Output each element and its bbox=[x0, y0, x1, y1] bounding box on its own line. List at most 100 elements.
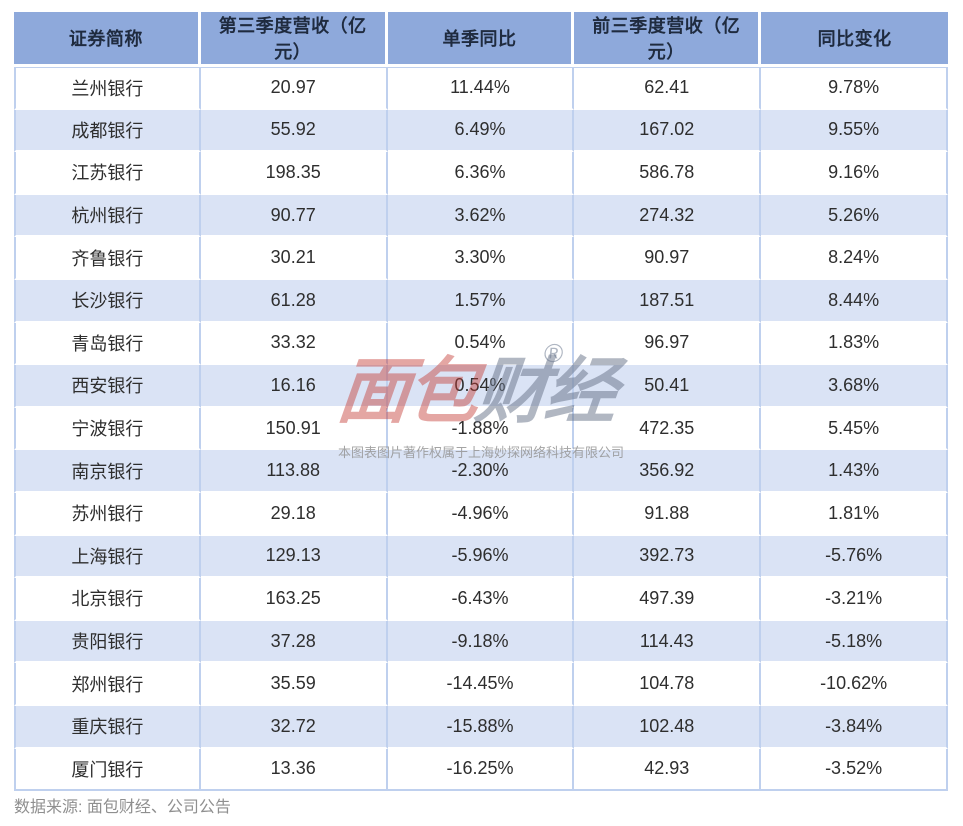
cell-ytd_yoy: 3.68% bbox=[761, 365, 948, 408]
cell-ytd_revenue: 167.02 bbox=[574, 109, 762, 153]
cell-ytd_revenue: 274.32 bbox=[574, 194, 762, 238]
cell-name: 兰州银行 bbox=[14, 67, 201, 110]
cell-name: 成都银行 bbox=[14, 109, 201, 153]
cell-ytd_yoy: 9.16% bbox=[761, 152, 948, 195]
cell-ytd_revenue: 96.97 bbox=[574, 322, 762, 366]
cell-q3_revenue: 90.77 bbox=[200, 194, 388, 238]
cell-ytd_revenue: 392.73 bbox=[574, 535, 762, 579]
cell-q3_yoy: -6.43% bbox=[387, 578, 575, 621]
cell-ytd_revenue: 50.41 bbox=[574, 365, 762, 408]
cell-q3_yoy: -4.96% bbox=[387, 492, 575, 536]
cell-q3_revenue: 16.16 bbox=[200, 365, 388, 408]
table-row: 长沙银行 61.28 1.57% 187.51 8.44% bbox=[14, 279, 948, 323]
cell-ytd_yoy: 1.43% bbox=[761, 450, 948, 493]
cell-ytd_revenue: 114.43 bbox=[574, 620, 762, 664]
cell-name: 西安银行 bbox=[14, 365, 201, 408]
cell-q3_revenue: 163.25 bbox=[200, 578, 388, 621]
cell-q3_revenue: 30.21 bbox=[200, 237, 388, 280]
cell-ytd_yoy: 9.78% bbox=[761, 67, 948, 110]
cell-q3_revenue: 129.13 bbox=[200, 535, 388, 579]
cell-q3_yoy: 0.54% bbox=[387, 322, 575, 366]
cell-ytd_yoy: -3.21% bbox=[761, 578, 948, 621]
table-row: 郑州银行 35.59 -14.45% 104.78 -10.62% bbox=[14, 663, 948, 706]
cell-q3_yoy: -2.30% bbox=[387, 450, 575, 493]
cell-q3_revenue: 37.28 bbox=[200, 620, 388, 664]
cell-q3_revenue: 20.97 bbox=[200, 67, 388, 110]
table-row: 西安银行 16.16 0.54% 50.41 3.68% bbox=[14, 365, 948, 408]
cell-q3_yoy: -9.18% bbox=[387, 620, 575, 664]
cell-name: 齐鲁银行 bbox=[14, 237, 201, 280]
cell-q3_revenue: 33.32 bbox=[200, 322, 388, 366]
cell-ytd_yoy: -3.84% bbox=[761, 705, 948, 749]
column-header-ytd_revenue: 前三季度营收（亿元） bbox=[574, 12, 762, 67]
cell-ytd_yoy: 5.45% bbox=[761, 407, 948, 451]
cell-q3_yoy: -5.96% bbox=[387, 535, 575, 579]
cell-name: 重庆银行 bbox=[14, 705, 201, 749]
column-header-name: 证券简称 bbox=[14, 12, 201, 67]
data-source-note: 数据来源: 面包财经、公司公告 bbox=[14, 799, 231, 816]
bank-revenue-table: 证券简称 第三季度营收（亿元） 单季同比 前三季度营收（亿元） 同比变化 兰州银行 20.… bbox=[14, 12, 948, 792]
table-body: 兰州银行 20.97 11.44% 62.41 9.78% 成都银行 55.92 6.49% 1… bbox=[14, 67, 948, 792]
cell-q3_yoy: 0.54% bbox=[387, 365, 575, 408]
cell-q3_yoy: 1.57% bbox=[387, 279, 575, 323]
cell-ytd_revenue: 356.92 bbox=[574, 450, 762, 493]
cell-name: 杭州银行 bbox=[14, 194, 201, 238]
cell-q3_yoy: 6.49% bbox=[387, 109, 575, 153]
cell-ytd_revenue: 102.48 bbox=[574, 705, 762, 749]
cell-ytd_yoy: 8.24% bbox=[761, 237, 948, 280]
cell-ytd_yoy: 1.81% bbox=[761, 492, 948, 536]
cell-q3_revenue: 61.28 bbox=[200, 279, 388, 323]
cell-q3_yoy: -16.25% bbox=[387, 748, 575, 792]
table-row: 北京银行 163.25 -6.43% 497.39 -3.21% bbox=[14, 578, 948, 621]
table-row: 上海银行 129.13 -5.96% 392.73 -5.76% bbox=[14, 535, 948, 579]
cell-ytd_revenue: 42.93 bbox=[574, 748, 762, 792]
cell-name: 宁波银行 bbox=[14, 407, 201, 451]
table-row: 杭州银行 90.77 3.62% 274.32 5.26% bbox=[14, 194, 948, 238]
cell-ytd_revenue: 472.35 bbox=[574, 407, 762, 451]
table-header-row: 证券简称 第三季度营收（亿元） 单季同比 前三季度营收（亿元） 同比变化 bbox=[14, 12, 948, 67]
cell-ytd_revenue: 497.39 bbox=[574, 578, 762, 621]
cell-ytd_revenue: 62.41 bbox=[574, 67, 762, 110]
cell-name: 厦门银行 bbox=[14, 748, 201, 792]
table-row: 南京银行 113.88 -2.30% 356.92 1.43% bbox=[14, 450, 948, 493]
cell-ytd_yoy: 9.55% bbox=[761, 109, 948, 153]
table-row: 宁波银行 150.91 -1.88% 472.35 5.45% bbox=[14, 407, 948, 451]
cell-ytd_yoy: 8.44% bbox=[761, 279, 948, 323]
table-row: 厦门银行 13.36 -16.25% 42.93 -3.52% bbox=[14, 748, 948, 792]
table-header: 证券简称 第三季度营收（亿元） 单季同比 前三季度营收（亿元） 同比变化 bbox=[14, 12, 948, 67]
table-row: 江苏银行 198.35 6.36% 586.78 9.16% bbox=[14, 152, 948, 195]
cell-q3_revenue: 198.35 bbox=[200, 152, 388, 195]
cell-name: 江苏银行 bbox=[14, 152, 201, 195]
cell-name: 贵阳银行 bbox=[14, 620, 201, 664]
cell-name: 上海银行 bbox=[14, 535, 201, 579]
cell-q3_yoy: -1.88% bbox=[387, 407, 575, 451]
cell-q3_revenue: 35.59 bbox=[200, 663, 388, 706]
cell-ytd_yoy: 1.83% bbox=[761, 322, 948, 366]
cell-ytd_revenue: 187.51 bbox=[574, 279, 762, 323]
cell-name: 南京银行 bbox=[14, 450, 201, 493]
table-row: 贵阳银行 37.28 -9.18% 114.43 -5.18% bbox=[14, 620, 948, 664]
cell-ytd_yoy: -5.76% bbox=[761, 535, 948, 579]
cell-ytd_yoy: 5.26% bbox=[761, 194, 948, 238]
cell-ytd_yoy: -5.18% bbox=[761, 620, 948, 664]
cell-q3_yoy: -15.88% bbox=[387, 705, 575, 749]
table-row: 重庆银行 32.72 -15.88% 102.48 -3.84% bbox=[14, 705, 948, 749]
cell-q3_revenue: 113.88 bbox=[200, 450, 388, 493]
table-row: 齐鲁银行 30.21 3.30% 90.97 8.24% bbox=[14, 237, 948, 280]
cell-ytd_yoy: -10.62% bbox=[761, 663, 948, 706]
cell-q3_revenue: 150.91 bbox=[200, 407, 388, 451]
column-header-ytd_yoy: 同比变化 bbox=[761, 12, 948, 67]
cell-q3_yoy: -14.45% bbox=[387, 663, 575, 706]
cell-q3_yoy: 3.62% bbox=[387, 194, 575, 238]
cell-ytd_revenue: 91.88 bbox=[574, 492, 762, 536]
cell-name: 苏州银行 bbox=[14, 492, 201, 536]
column-header-q3_yoy: 单季同比 bbox=[387, 12, 575, 67]
table-row: 兰州银行 20.97 11.44% 62.41 9.78% bbox=[14, 67, 948, 110]
cell-name: 郑州银行 bbox=[14, 663, 201, 706]
table-row: 成都银行 55.92 6.49% 167.02 9.55% bbox=[14, 109, 948, 153]
table-row: 青岛银行 33.32 0.54% 96.97 1.83% bbox=[14, 322, 948, 366]
column-header-q3_revenue: 第三季度营收（亿元） bbox=[200, 12, 388, 67]
cell-name: 青岛银行 bbox=[14, 322, 201, 366]
cell-q3_revenue: 32.72 bbox=[200, 705, 388, 749]
